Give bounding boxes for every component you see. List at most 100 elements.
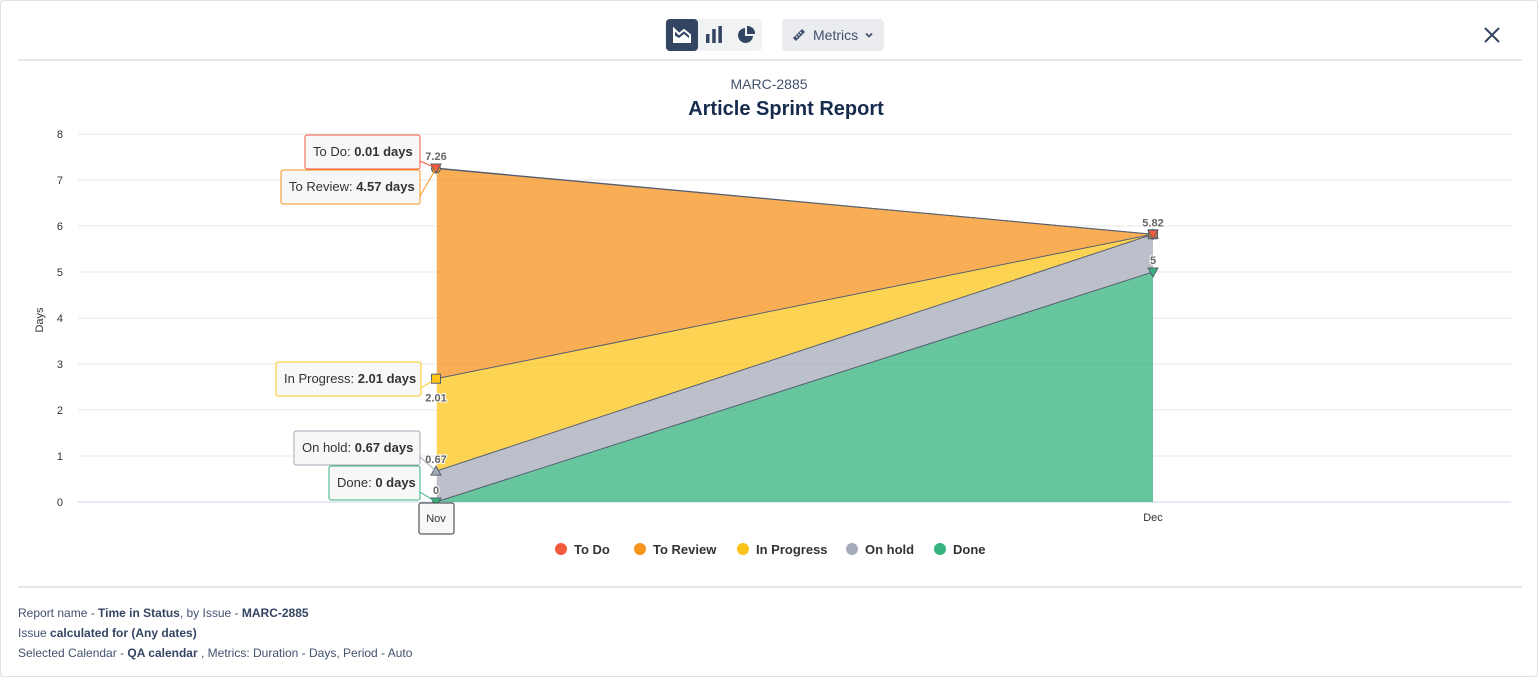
data-label: 0.67 [425,454,446,466]
series-line-in_progress [435,233,1154,380]
y-tick-label: 5 [57,267,63,279]
tooltip-label: On hold: [302,440,355,455]
footer-divider [18,586,1522,588]
tooltip-text: On hold: 0.67 days [302,440,413,455]
series-line-on_hold [435,233,1154,472]
chart-toolbar: Metrics [1,15,1537,55]
data-label: 5.82 [1142,217,1163,229]
series-line-done [435,271,1154,503]
legend-swatch [934,543,946,555]
chevron-down-icon [864,30,874,40]
tooltip-text: To Review: 4.57 days [289,179,415,194]
tooltip-done: Done: 0 days [328,465,437,503]
legend-item-todo[interactable]: To Do [555,542,610,557]
tooltip-value: 2.01 days [358,371,417,386]
y-tick-label: 1 [57,451,63,463]
bar-chart-icon [704,25,724,45]
y-tick-label: 7 [57,175,63,187]
legend-item-done[interactable]: Done [934,542,986,557]
tooltip-box [280,169,421,205]
data-label: 2.01 [425,393,446,405]
tooltip-value: 4.57 days [356,179,415,194]
footer-line-dates: Issue calculated for (Any dates) [18,626,197,640]
tooltip-text: In Progress: 2.01 days [284,371,416,386]
report-name: Time in Status [98,606,180,620]
metrics-label: Metrics [813,27,859,43]
tooltip-in_progress: In Progress: 2.01 days [275,361,437,397]
y-tick-label: 3 [57,359,63,371]
tooltip-box [275,361,422,397]
chart-type-switcher [665,19,762,51]
marker-done [1147,267,1159,279]
legend-item-to_review[interactable]: To Review [634,542,717,557]
tooltip-box [328,465,421,501]
x-tick-label: Dec [1143,512,1163,524]
area-chart-view-button[interactable] [666,19,698,51]
footer-line-report: Report name - Time in Status, by Issue -… [18,606,309,620]
tooltip-pointer [419,168,437,197]
legend-label: On hold [865,542,914,557]
tooltip-box [304,134,421,170]
legend-swatch [846,543,858,555]
legend-item-on_hold[interactable]: On hold [846,542,914,557]
tooltip-label: To Do: [313,144,354,159]
tooltip-box [293,430,421,466]
bar-chart-view-button[interactable] [698,19,730,51]
footer-line-calendar: Selected Calendar - QA calendar , Metric… [18,646,413,660]
y-axis-title: Days [34,307,46,333]
hover-category-box [418,502,455,535]
area-chart-icon [672,25,692,45]
chart-title: Article Sprint Report [688,98,884,120]
tooltip-todo: To Do: 0.01 days [304,134,437,170]
data-label: 7.26 [425,151,446,163]
legend-item-in_progress[interactable]: In Progress [737,542,828,557]
tooltip-label: In Progress: [284,371,358,386]
area-on_hold [436,234,1153,502]
pie-chart-icon [736,25,756,45]
tooltip-to_review: To Review: 4.57 days [280,168,437,205]
legend-swatch [634,543,646,555]
y-tick-label: 2 [57,405,63,417]
legend-swatch [737,543,749,555]
legend-label: Done [953,542,986,557]
report-footer: Report name - Time in Status, by Issue -… [18,603,412,663]
tooltip-pointer [419,456,437,472]
ruler-icon [791,27,807,43]
legend-swatch [555,543,567,555]
metrics-dropdown[interactable]: Metrics [782,19,884,51]
area-to_review [436,168,1153,379]
tooltip-label: Done: [337,475,375,490]
calendar-name: QA calendar [127,646,198,660]
pie-chart-view-button[interactable] [730,19,762,51]
issue-key: MARC-2885 [241,606,309,620]
tooltip-pointer [420,378,437,389]
data-label: 0 [433,485,439,497]
x-tick-label: Nov [426,513,446,525]
legend-label: To Review [653,542,717,557]
legend-label: To Do [574,542,610,557]
tooltip-text: Done: 0 days [337,475,416,490]
tooltip-on_hold: On hold: 0.67 days [293,430,437,472]
close-icon [1483,26,1501,44]
series-line-todo [435,167,1154,235]
tooltip-value: 0 days [375,475,415,490]
marker-todo [1147,229,1159,241]
tooltip-pointer [419,160,437,169]
tooltip-value: 0.67 days [355,440,414,455]
legend-label: In Progress [756,542,828,557]
tooltip-pointer [419,491,437,503]
y-tick-label: 6 [57,221,63,233]
tooltip-value: 0.01 days [354,144,413,159]
tooltip-label: To Review: [289,179,356,194]
close-button[interactable] [1480,23,1504,47]
header-divider [18,59,1522,61]
chart-subtitle: MARC-2885 [730,76,807,92]
y-tick-label: 0 [57,497,63,509]
tooltip-text: To Do: 0.01 days [313,144,413,159]
hover-category-label: Nov [418,502,455,535]
data-label: 5 [1150,255,1156,267]
y-tick-label: 4 [57,313,63,325]
time-in-status-chart: MARC-2885 Article Sprint Report Days 0 1 2… [34,76,1511,557]
y-tick-label: 8 [57,129,63,141]
